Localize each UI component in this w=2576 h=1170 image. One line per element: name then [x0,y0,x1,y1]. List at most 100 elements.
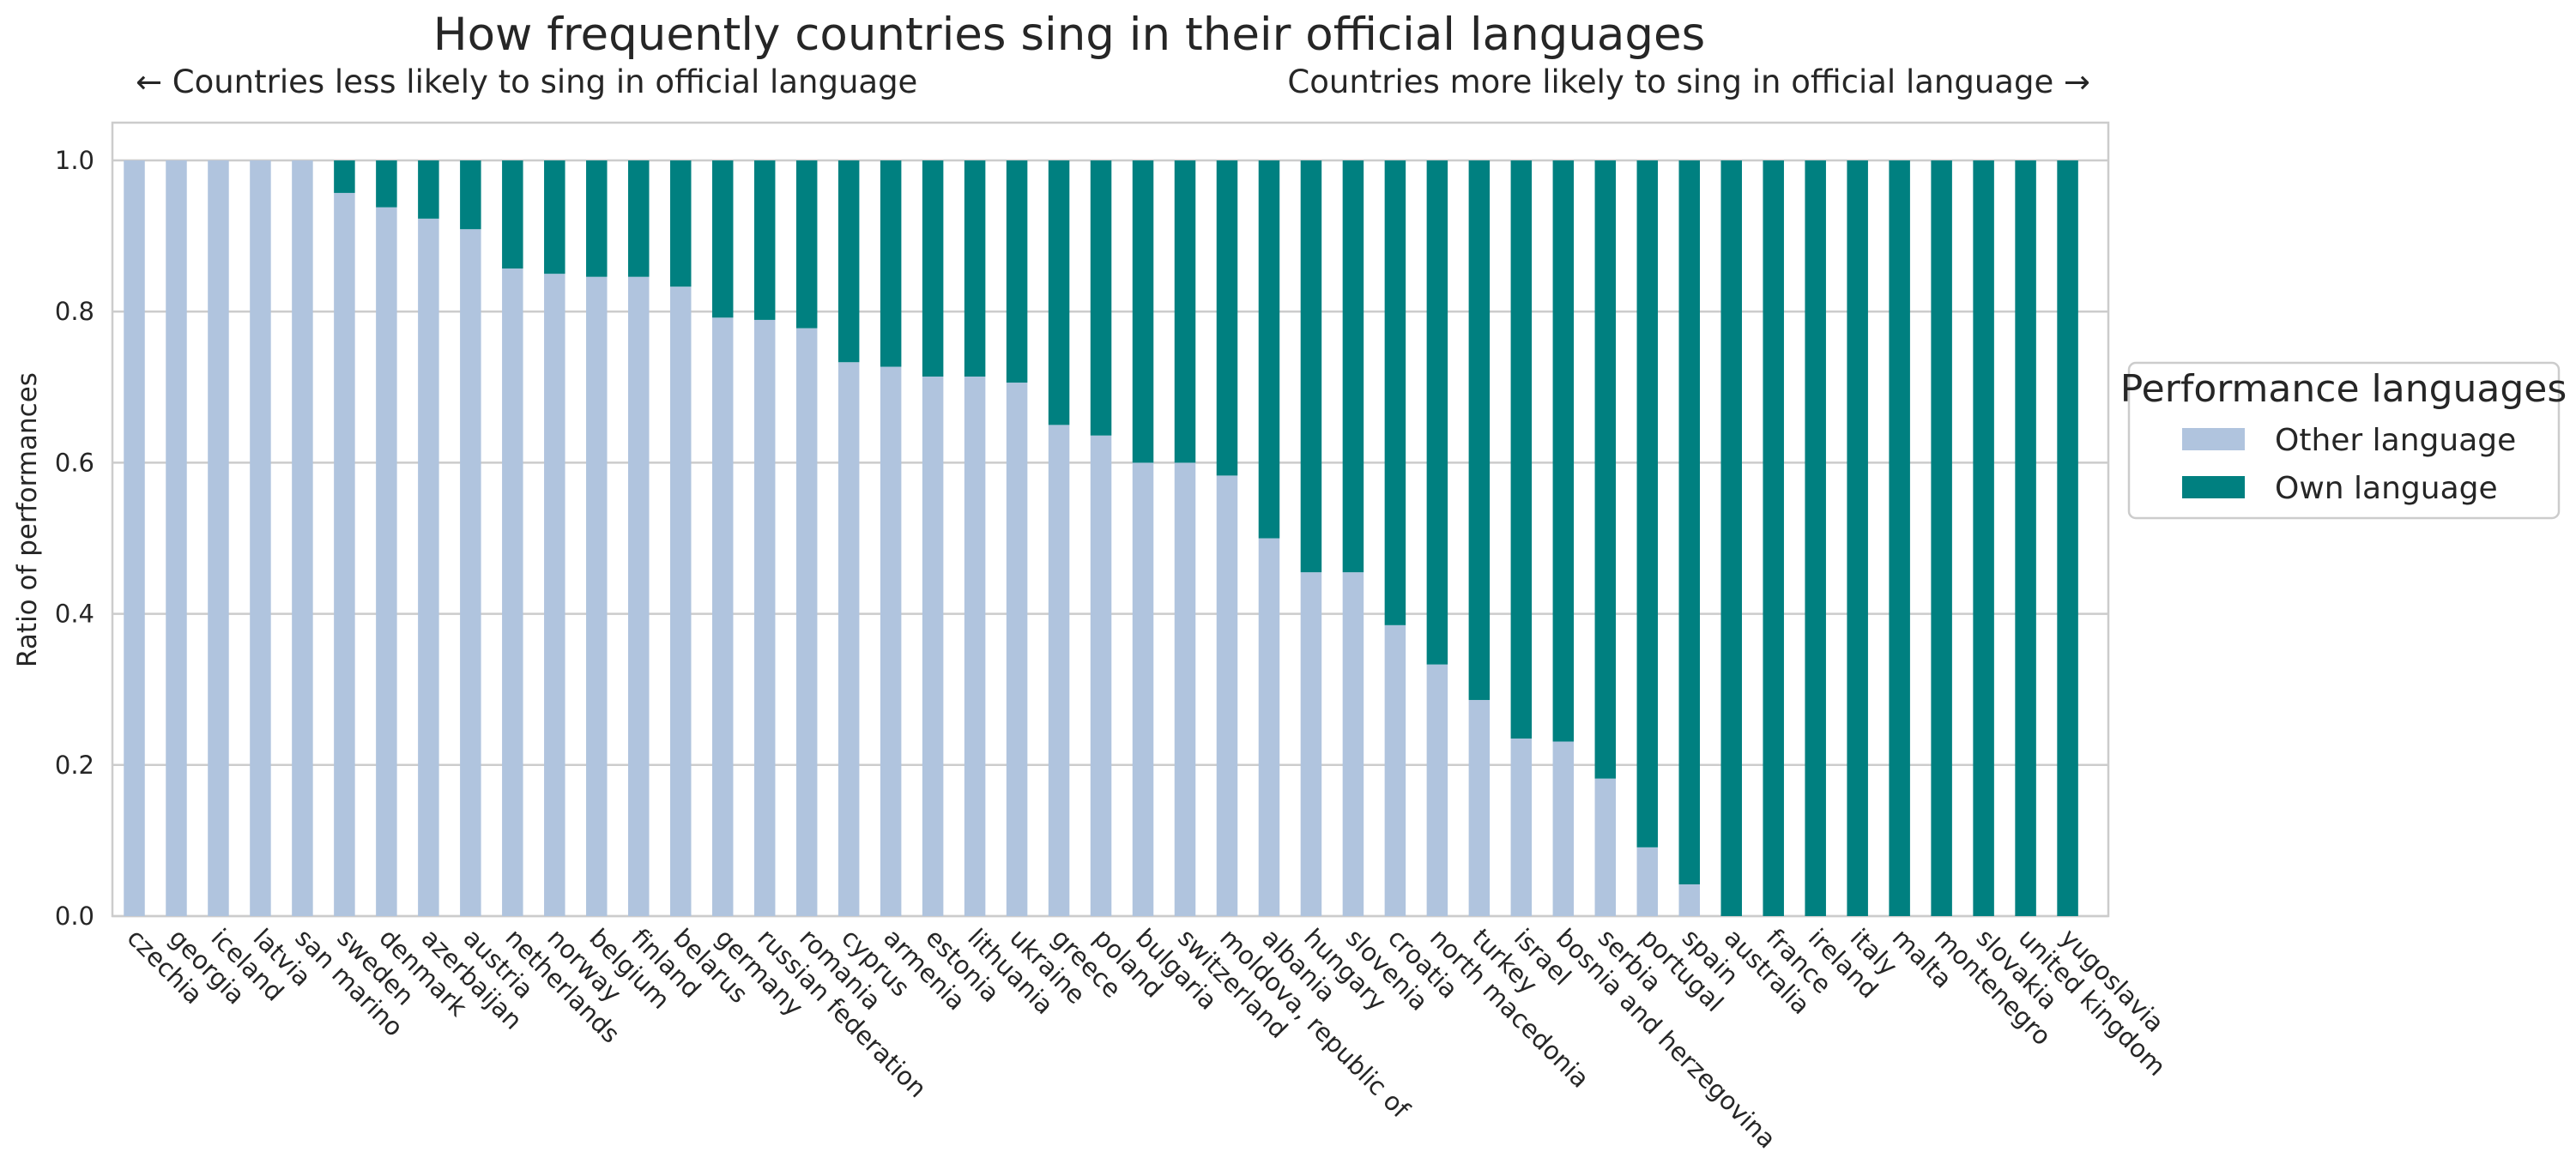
bar-own-language [669,160,692,287]
bar-own-language [1216,160,1238,476]
bar-other-language [1468,700,1491,916]
bar-other-language [124,160,145,917]
bar-other-language [1426,664,1448,916]
legend-label-own-language: Own language [2275,471,2498,506]
bar-own-language [1132,160,1154,463]
bar-other-language [1300,572,1322,916]
bar-own-language [1048,160,1070,425]
bar-other-language [669,286,692,917]
bar-other-language [250,160,271,917]
bar-other-language [292,160,313,917]
bar-other-language [1342,572,1364,916]
bar-other-language [1384,624,1406,916]
bar-own-language [880,160,902,367]
bar-other-language [795,328,818,917]
bar-other-language [1552,741,1575,916]
bar-other-language [544,274,565,916]
bar-other-language [1678,884,1701,916]
legend: Performance languages Other language Own… [2120,361,2567,520]
annotation-left: ← Countries less likely to sing in offic… [136,63,917,100]
bar-own-language [1594,160,1617,779]
bar-other-language [1636,847,1659,916]
legend-swatch-other-language [2182,428,2245,450]
bar-own-language [922,160,944,377]
bar-own-language [376,160,397,208]
bar-other-language [502,268,523,916]
bar-own-language [502,160,523,269]
bar-own-language [1468,160,1491,701]
bar-own-language [1300,160,1322,573]
y-tick-label: 0.6 [55,448,94,477]
legend-swatch-own-language [2182,476,2245,498]
bar-own-language [1006,160,1028,383]
bar-other-language [1216,475,1238,916]
legend-title: Performance languages [2120,367,2567,411]
bars [124,160,2078,917]
y-tick-label: 0.2 [55,751,94,780]
bar-own-language [1763,160,1784,917]
bar-own-language [2015,160,2036,917]
bar-other-language [628,276,650,916]
bar-own-language [1258,160,1280,539]
bar-own-language [628,160,650,277]
bar-own-language [1384,160,1406,625]
y-axis-label: Ratio of performances [12,372,43,667]
bar-own-language [1552,160,1575,742]
bar-other-language [1258,538,1280,916]
bar-own-language [1510,160,1533,739]
bar-other-language [418,218,439,916]
annotation-right: Countries more likely to sing in officia… [1287,63,2090,100]
bar-own-language [1973,160,1994,917]
bar-other-language [586,276,608,916]
bar-other-language [1006,383,1028,916]
bar-other-language [964,377,986,916]
bar-own-language [795,160,818,329]
bar-own-language [586,160,608,277]
bar-other-language [922,377,944,916]
bar-own-language [964,160,986,377]
bar-other-language [753,319,776,916]
y-tick-label: 0.4 [55,600,94,629]
bar-other-language [711,317,734,916]
bar-own-language [711,160,734,318]
bar-own-language [460,160,481,230]
bar-other-language [1090,435,1112,916]
bar-other-language [334,192,355,916]
bar-own-language [418,160,439,219]
y-tick-label: 0.8 [55,297,94,326]
bar-own-language [1090,160,1112,436]
bar-own-language [1636,160,1659,847]
bar-other-language [1132,462,1154,916]
chart-title: How frequently countries sing in their o… [433,9,1706,61]
y-tick-label: 1.0 [55,146,94,175]
bar-other-language [880,366,902,916]
bar-other-language [1174,462,1196,916]
bar-other-language [208,160,229,917]
bar-own-language [1720,160,1742,917]
y-tick-label: 0.0 [55,902,94,931]
bar-own-language [1805,160,1826,917]
bar-own-language [1847,160,1868,917]
bar-own-language [1342,160,1364,573]
bar-other-language [460,229,481,916]
bar-own-language [1889,160,1910,917]
y-axis-ticks: 0.0 0.2 0.4 0.6 0.8 1.0 [55,146,94,931]
bar-other-language [1510,738,1533,916]
legend-label-other-language: Other language [2275,423,2516,458]
bar-other-language [838,362,860,916]
bar-other-language [1594,778,1617,916]
bar-own-language [1426,160,1448,665]
bar-own-language [2057,160,2078,917]
bar-other-language [376,207,397,916]
bar-own-language [544,160,565,274]
bar-own-language [838,160,860,363]
bar-own-language [334,160,355,193]
bar-own-language [1678,160,1701,885]
bar-own-language [753,160,776,320]
bar-own-language [1174,160,1196,463]
bar-own-language [1931,160,1952,917]
bar-other-language [1048,425,1070,916]
bar-other-language [166,160,187,917]
